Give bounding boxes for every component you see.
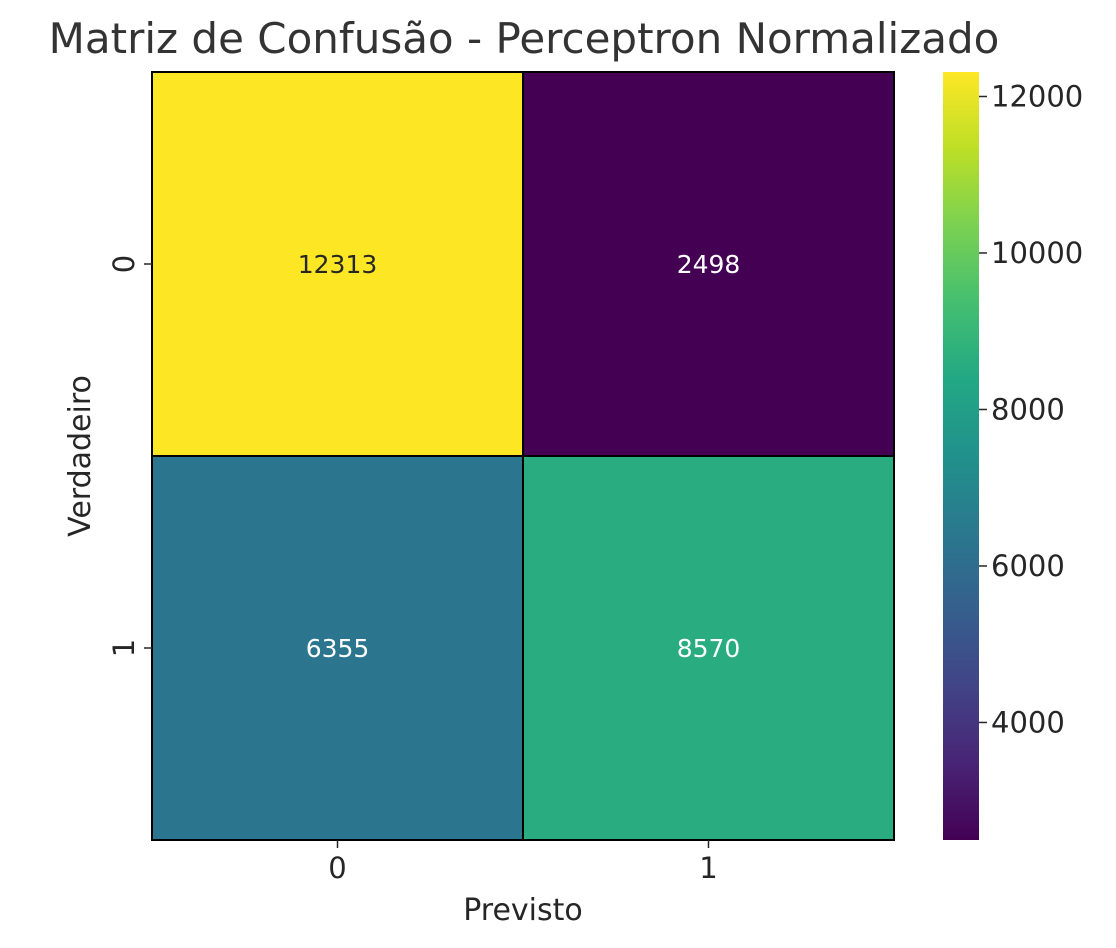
colorbar-tick-label: 6000 [991, 549, 1065, 583]
chart-title: Matriz de Confusão - Perceptron Normaliz… [49, 14, 1000, 63]
heatmap-cell [522, 455, 895, 841]
y-axis-label: Verdadeiro [63, 375, 98, 537]
heatmap-cell [151, 71, 524, 457]
colorbar-ticks: 4000 6000 8000 10000 12000 [979, 79, 1083, 739]
cell-value-label: 2498 [677, 250, 741, 279]
x-tick-label: 1 [699, 851, 717, 885]
x-tick-label: 0 [328, 851, 346, 885]
colorbar-tick-label: 4000 [991, 705, 1065, 739]
heatmap-cell [522, 71, 895, 457]
heatmap-cell [151, 455, 524, 841]
colorbar-tick-label: 10000 [991, 236, 1083, 270]
x-axis-label: Previsto [463, 893, 583, 928]
cell-value-label: 12313 [298, 250, 378, 279]
heatmap-cell-labels: 12313 2498 6355 8570 [298, 250, 741, 663]
y-axis-ticks: 01 [107, 255, 152, 657]
heatmap-cells [151, 71, 895, 841]
colorbar-tick-label: 8000 [991, 392, 1065, 426]
y-tick-label: 0 [107, 255, 141, 273]
cell-value-label: 6355 [306, 634, 370, 663]
colorbar-tick-label: 12000 [991, 79, 1083, 113]
y-tick-label: 1 [107, 639, 141, 657]
colorbar [943, 72, 979, 840]
cell-value-label: 8570 [677, 634, 741, 663]
